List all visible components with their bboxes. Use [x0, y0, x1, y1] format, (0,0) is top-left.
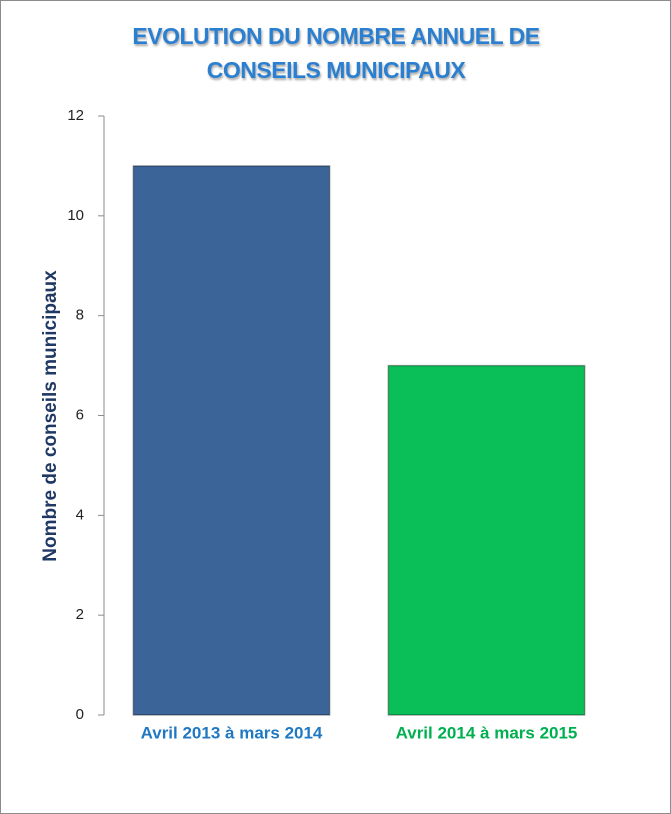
x-tick-label: Avril 2013 à mars 2014 [141, 723, 323, 742]
y-tick-label: 4 [76, 506, 84, 523]
chart-title: EVOLUTION DU NOMBRE ANNUEL DE CONSEILS M… [132, 23, 540, 83]
y-tick-label: 12 [67, 107, 84, 124]
bar [132, 165, 331, 716]
y-axis-label: Nombre de conseils municipaux [40, 270, 61, 562]
y-tick-label: 0 [76, 706, 84, 723]
y-tick-label: 6 [76, 406, 84, 423]
y-tick-label: 2 [76, 606, 84, 623]
x-tick-label: Avril 2014 à mars 2015 [396, 723, 578, 742]
y-tick-label: 10 [67, 207, 84, 224]
y-tick-label: 8 [76, 307, 84, 324]
bar [387, 364, 586, 716]
